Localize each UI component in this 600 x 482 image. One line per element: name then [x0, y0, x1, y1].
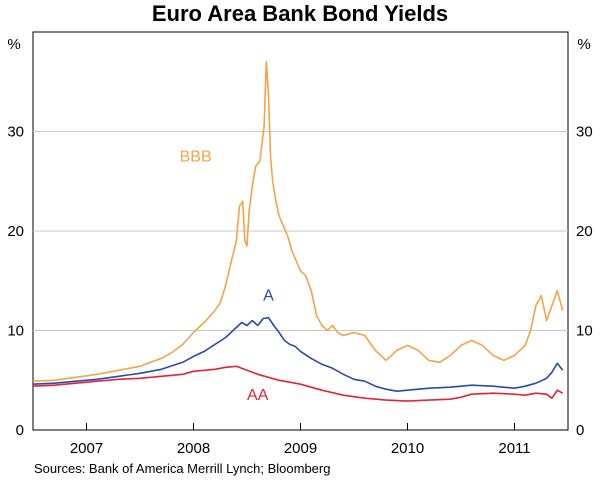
y-tick-label-left: 30 [7, 124, 24, 141]
series-line-bbb [32, 61, 564, 382]
y-tick-label-right: 30 [576, 124, 593, 141]
x-tick-label-2011: 2011 [498, 440, 530, 457]
y-tick-label-left: 10 [7, 323, 24, 340]
series-label-a: A [263, 288, 274, 305]
y-axis-unit-right: % [577, 36, 590, 53]
y-tick-label-right: 0 [576, 422, 584, 439]
chart-title: Euro Area Bank Bond Yields [151, 1, 449, 26]
series-lines [32, 61, 564, 402]
x-tick-label-2008: 2008 [177, 440, 210, 457]
series-line-aa [32, 365, 564, 402]
series-label-bbb: BBB [180, 148, 212, 165]
series-label-aa: AA [247, 387, 269, 404]
y-tick-label-right: 20 [576, 223, 593, 240]
x-tick-label-2007: 2007 [70, 440, 103, 457]
axis-ticks [86, 423, 515, 430]
y-tick-label-left: 20 [7, 223, 24, 240]
y-tick-label-right: 10 [576, 323, 593, 340]
gridlines [33, 131, 568, 331]
y-axis-unit-left: % [7, 36, 20, 53]
source-note: Sources: Bank of America Merrill Lynch; … [34, 461, 331, 476]
series-line-a [32, 316, 564, 392]
x-tick-label-2010: 2010 [391, 440, 424, 457]
y-tick-label-left: 0 [16, 422, 24, 439]
x-tick-label-2009: 2009 [284, 440, 317, 457]
